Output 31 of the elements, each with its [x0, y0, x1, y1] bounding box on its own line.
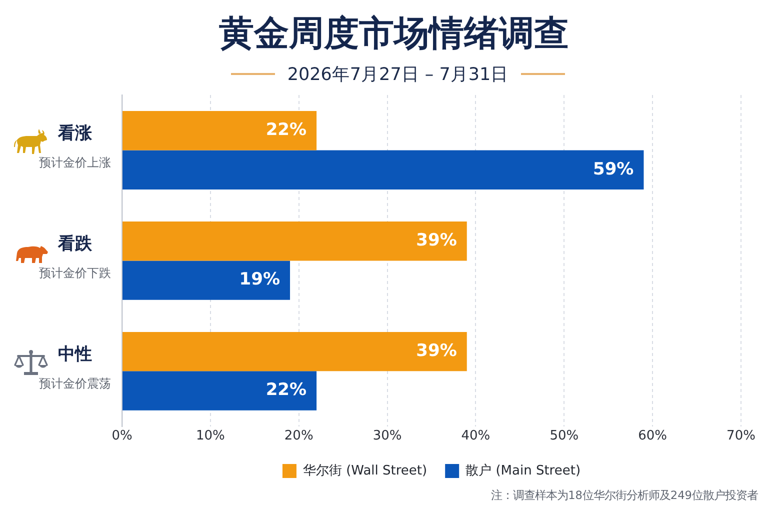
y-tick-label: 看涨: [57, 124, 93, 144]
x-tick-label: 50%: [550, 428, 579, 444]
bar: [122, 371, 317, 410]
y-tick-label: 看跌: [57, 234, 93, 254]
chart-title: 黄金周度市场情绪调查: [218, 13, 570, 56]
text: 预计金价震荡: [39, 376, 111, 390]
x-tick-label: 20%: [284, 428, 314, 444]
data-label: 19%: [239, 270, 280, 290]
data-label: 59%: [593, 159, 634, 180]
bar: [122, 332, 467, 372]
data-label: 39%: [416, 340, 457, 361]
text: 预计金价上涨: [39, 155, 111, 170]
chart-subtitle: 2026年7月27日 – 7月31日: [287, 64, 509, 86]
x-tick-label: 60%: [638, 428, 668, 444]
y-tick-label: 中性: [58, 344, 92, 365]
bar: [122, 150, 644, 190]
x-tick-label: 30%: [372, 428, 402, 444]
x-tick-label: 40%: [461, 428, 490, 444]
data-label: 22%: [266, 380, 307, 400]
x-tick-label: 0%: [112, 428, 132, 444]
legend-label: 散户 (Main Street): [466, 463, 581, 478]
x-tick-label: 10%: [196, 428, 225, 444]
x-tick-label: 70%: [726, 428, 756, 444]
text: 注：调查样本为18位华尔街分析师及249位散户投资者: [491, 488, 758, 502]
text: 预计金价下跌: [39, 266, 111, 280]
data-label: 22%: [266, 120, 307, 140]
bar: [122, 221, 467, 261]
legend-label: 华尔街 (Wall Street): [302, 463, 428, 478]
data-label: 39%: [416, 230, 457, 251]
bar: [122, 260, 290, 300]
bar: [122, 111, 317, 150]
